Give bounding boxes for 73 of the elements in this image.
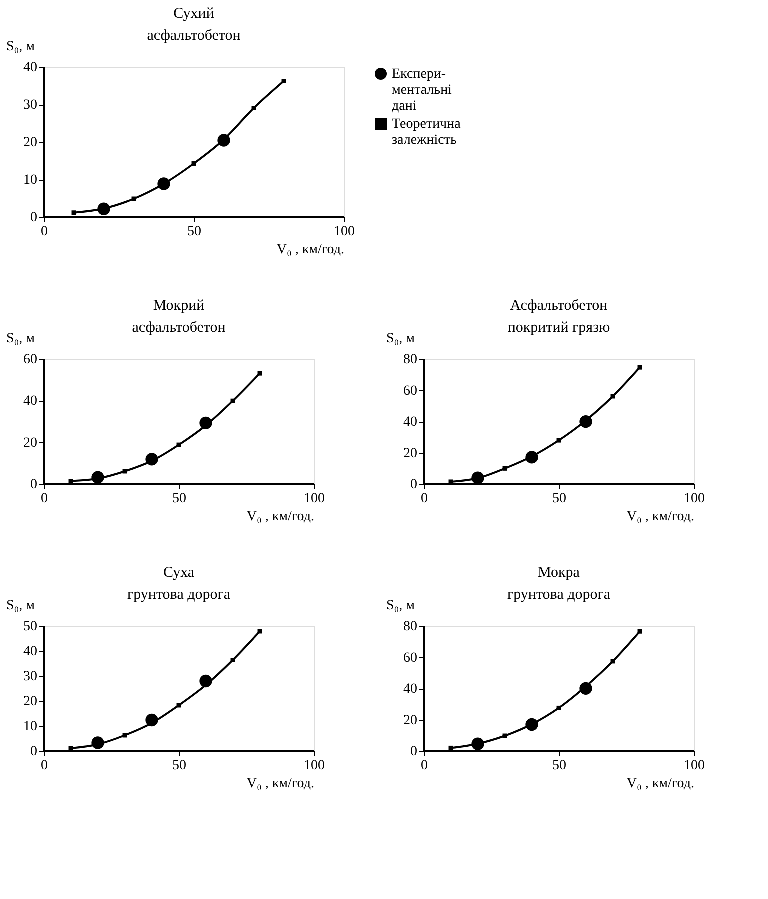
y-tick-label: 0 <box>30 210 38 226</box>
y-tick-label: 20 <box>24 694 38 710</box>
y-tick-label: 30 <box>24 98 38 113</box>
x-axis-title: V₀ , км/год. <box>626 510 694 524</box>
point <box>556 706 562 710</box>
y-tick-label: 30 <box>24 670 38 684</box>
x-tick-label: 50 <box>172 758 186 774</box>
y-tick-label: 20 <box>24 436 38 451</box>
y-tick-label: 50 <box>24 620 38 634</box>
point <box>502 466 508 471</box>
point <box>258 371 262 376</box>
x-tick-label: 100 <box>334 224 355 240</box>
y-tick-label: 80 <box>404 352 418 368</box>
x-tick-label: 0 <box>41 492 48 506</box>
y-tick-label: 0 <box>410 744 418 760</box>
y-axis-title: S₀, м <box>6 332 36 346</box>
point <box>230 658 236 662</box>
point <box>556 438 562 443</box>
point <box>638 365 642 370</box>
x-axis-title: V₀ , км/год. <box>246 776 314 792</box>
chart-title: Мокра грунтова дорога <box>507 565 611 603</box>
x-tick-label: 100 <box>304 758 325 774</box>
y-tick-label: 0 <box>30 744 38 760</box>
y-tick-label: 10 <box>24 173 38 188</box>
x-tick-label: 100 <box>684 492 705 506</box>
y-axis-title: S₀, м <box>386 598 416 614</box>
y-tick-label: 60 <box>404 650 418 666</box>
point <box>282 79 286 84</box>
y-tick-label: 10 <box>24 720 38 734</box>
x-axis-title: V₀ , км/год. <box>276 242 344 258</box>
x-tick-label: 0 <box>421 492 428 506</box>
y-tick-label: 40 <box>404 682 418 697</box>
point <box>252 106 256 110</box>
point <box>230 398 236 404</box>
x-tick-label: 100 <box>684 758 705 774</box>
x-tick-label: 100 <box>304 492 325 506</box>
y-tick-label: 20 <box>404 446 418 462</box>
y-axis-title: S₀, м <box>386 332 416 346</box>
point <box>448 746 454 750</box>
y-tick-label: 20 <box>404 713 418 728</box>
point <box>176 442 182 448</box>
point <box>72 210 76 216</box>
chart-title: Мокрий асфальтобетон <box>132 298 226 336</box>
x-tick-label: 50 <box>172 492 186 506</box>
y-tick-label: 0 <box>410 478 418 492</box>
point <box>192 162 196 166</box>
y-tick-label: 20 <box>24 136 38 150</box>
point <box>68 479 74 484</box>
chart-title: Асфальтобетон покритий грязю <box>508 298 610 336</box>
x-axis-title: V₀ , км/год. <box>246 510 314 524</box>
point <box>610 659 616 664</box>
legend-label: Теоретична залежність <box>392 117 462 148</box>
y-tick-label: 40 <box>24 60 38 76</box>
y-axis-title: S₀, м <box>6 598 36 614</box>
x-tick-label: 50 <box>188 224 202 240</box>
x-tick-label: 0 <box>421 758 428 774</box>
y-tick-label: 0 <box>30 478 38 492</box>
y-tick-label: 40 <box>24 394 38 410</box>
x-tick-label: 50 <box>552 758 566 774</box>
y-tick-label: 60 <box>24 352 38 368</box>
x-tick-label: 0 <box>41 758 48 774</box>
x-tick-label: 50 <box>552 492 566 506</box>
legend-label: Експери- ментальні дані <box>392 67 452 114</box>
x-axis-title: V₀ , км/год. <box>626 776 694 792</box>
x-tick-label: 0 <box>41 224 48 240</box>
y-tick-label: 40 <box>24 644 38 660</box>
y-tick-label: 60 <box>404 384 418 399</box>
y-axis-title: S₀, м <box>6 40 36 54</box>
chart-title: Сухий асфальтобетон <box>147 6 241 44</box>
point <box>638 629 642 634</box>
chart-title: Суха грунтова дорога <box>127 565 231 603</box>
y-tick-label: 80 <box>404 620 418 634</box>
y-tick-label: 40 <box>404 415 418 430</box>
